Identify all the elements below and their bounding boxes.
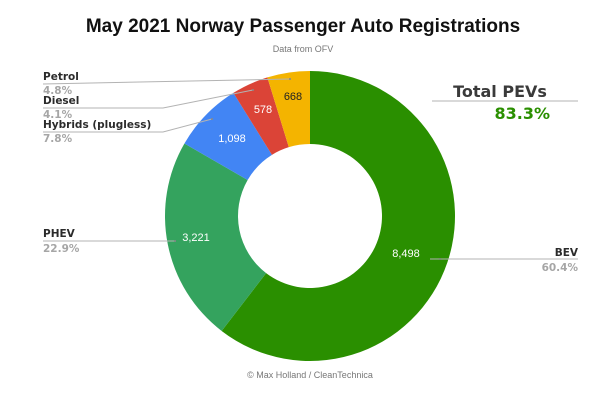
donut-slices [165, 71, 455, 361]
leader-line-petrol [42, 78, 291, 85]
total-pevs-value: 83.3% [494, 104, 550, 123]
slice-label-hybrids: Hybrids (plugless) [43, 119, 151, 131]
slice-label-petrol: Petrol [43, 71, 79, 83]
slice-percent-petrol: 4.8% [43, 85, 73, 97]
chart-subtitle: Data from OFV [273, 44, 334, 54]
value-label-bev: 8,498 [392, 248, 420, 260]
slice-diesel [233, 77, 289, 155]
slice-percent-hybrids: 7.8% [43, 133, 73, 145]
leader-line-hybrids [43, 118, 213, 133]
slice-hybrids-plugless [184, 92, 272, 181]
value-label-hybrids: 1,098 [218, 133, 246, 145]
slice-label-bev: BEV [555, 247, 579, 259]
slice-petrol [267, 71, 310, 148]
value-label-diesel: 578 [254, 104, 272, 116]
total-pevs-title: Total PEVs [453, 82, 547, 101]
slice-phev [165, 143, 267, 331]
slice-label-diesel: Diesel [43, 95, 79, 107]
chart-title: May 2021 Norway Passenger Auto Registrat… [86, 16, 520, 37]
leader-dot-petrol [289, 78, 291, 80]
leader-dot-diesel [252, 89, 254, 91]
leader-dot-bev [439, 258, 441, 260]
slice-percent-phev: 22.9% [43, 243, 80, 255]
value-label-phev: 3,221 [182, 232, 210, 244]
leader-dot-phev [174, 240, 176, 242]
leader-lines [42, 78, 578, 260]
leader-line-diesel [43, 89, 254, 109]
slice-percent-diesel: 4.1% [43, 109, 73, 121]
credit-text: © Max Holland / CleanTechnica [247, 370, 373, 380]
slice-label-phev: PHEV [43, 228, 76, 240]
value-label-petrol: 668 [284, 91, 302, 103]
slice-bev [221, 71, 455, 361]
slice-percent-bev: 60.4% [542, 262, 579, 274]
leader-dot-hybrids [211, 118, 213, 120]
